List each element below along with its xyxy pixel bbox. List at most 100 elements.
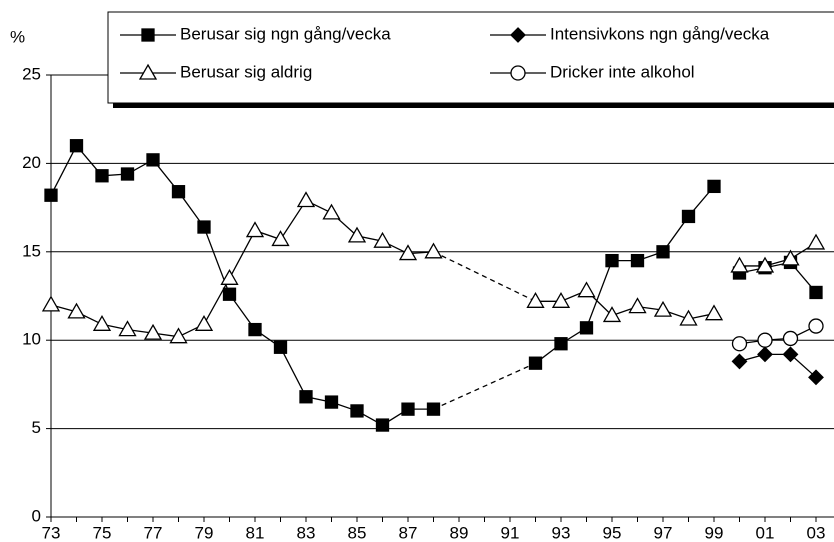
marker: [197, 220, 211, 234]
marker: [375, 418, 390, 432]
series-line: [50, 144, 434, 426]
marker: [324, 395, 339, 409]
marker: [628, 297, 647, 314]
marker: [704, 304, 724, 321]
x-tick-label: 75: [93, 523, 112, 542]
x-tick-label: 95: [603, 523, 622, 542]
y-tick-label: 10: [22, 330, 41, 349]
marker: [782, 330, 799, 347]
marker: [731, 336, 748, 352]
marker: [528, 356, 543, 370]
y-tick-label: 25: [22, 64, 41, 83]
marker: [808, 318, 824, 334]
marker: [605, 253, 619, 268]
x-tick-label: 99: [705, 523, 724, 542]
marker: [373, 231, 392, 248]
marker: [95, 169, 109, 183]
marker: [510, 27, 526, 43]
x-tick-label: 01: [756, 523, 775, 542]
marker: [143, 323, 163, 340]
x-tick-label: 03: [807, 523, 826, 542]
marker: [782, 346, 799, 363]
x-tick-label: 81: [246, 523, 265, 542]
marker: [273, 340, 288, 354]
x-tick-label: 87: [399, 523, 418, 542]
x-tick-label: 97: [654, 523, 673, 542]
x-tick-label: 77: [144, 523, 163, 542]
y-tick-label: 15: [22, 241, 41, 260]
series-line: [50, 199, 434, 338]
marker: [138, 63, 158, 80]
legend: [107, 11, 834, 104]
marker: [299, 390, 313, 404]
marker: [424, 242, 443, 259]
marker: [398, 244, 418, 261]
marker: [118, 320, 137, 337]
marker: [67, 302, 86, 319]
y-tick-label: 5: [32, 418, 41, 437]
marker: [322, 203, 341, 220]
marker: [120, 167, 135, 181]
marker: [171, 185, 186, 199]
x-tick-label: 85: [348, 523, 367, 542]
marker: [401, 402, 415, 416]
gap-bridge: [433, 251, 536, 302]
marker: [92, 314, 112, 331]
marker: [526, 291, 545, 308]
marker: [731, 353, 748, 370]
series-line: [739, 261, 817, 293]
marker: [194, 314, 214, 331]
marker: [809, 285, 823, 300]
marker: [707, 179, 721, 194]
y-unit-label: %: [10, 27, 25, 46]
marker: [656, 245, 670, 259]
x-tick-label: 91: [501, 523, 520, 542]
marker: [169, 327, 188, 344]
marker: [681, 209, 696, 224]
x-tick-label: 93: [552, 523, 571, 542]
marker: [510, 65, 526, 81]
marker: [350, 404, 364, 418]
marker: [653, 300, 673, 317]
gap-bridge: [433, 362, 536, 410]
marker: [347, 226, 367, 243]
marker: [806, 233, 826, 250]
x-tick-label: 83: [297, 523, 316, 542]
marker: [271, 230, 290, 247]
marker: [248, 322, 262, 337]
marker: [141, 28, 155, 42]
marker: [602, 306, 622, 323]
marker: [222, 287, 237, 301]
marker: [551, 291, 571, 308]
y-tick-label: 20: [22, 153, 41, 172]
marker: [296, 191, 316, 208]
marker: [554, 337, 568, 351]
legend-label: Intensivkons ngn gång/vecka: [550, 24, 770, 43]
marker: [757, 346, 773, 363]
series-line: [739, 353, 817, 378]
marker: [630, 253, 645, 268]
marker: [44, 188, 58, 202]
marker: [579, 321, 594, 335]
series-line: [739, 242, 817, 267]
x-tick-label: 89: [450, 523, 469, 542]
marker: [69, 139, 84, 153]
marker: [808, 369, 824, 386]
marker: [426, 402, 441, 416]
marker: [755, 256, 775, 273]
marker: [781, 249, 800, 266]
y-tick-label: 0: [32, 506, 41, 525]
marker: [245, 221, 265, 238]
marker: [220, 269, 239, 285]
marker: [679, 309, 698, 326]
marker: [757, 332, 773, 348]
x-tick-label: 79: [195, 523, 214, 542]
series-line: [739, 325, 817, 345]
legend-label: Berusar sig ngn gång/vecka: [180, 24, 391, 43]
marker: [730, 256, 749, 273]
marker: [41, 295, 61, 312]
legend-label: Dricker inte alkohol: [550, 62, 695, 81]
marker: [146, 153, 160, 167]
legend-label: Berusar sig aldrig: [180, 62, 312, 81]
